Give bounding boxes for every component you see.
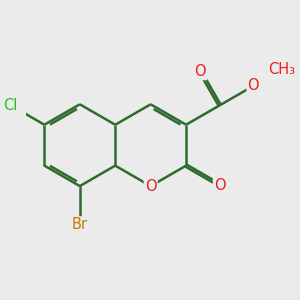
Text: Br: Br [72,218,88,232]
Text: CH₃: CH₃ [268,62,296,77]
Text: Cl: Cl [4,98,18,113]
Text: O: O [145,178,157,194]
Text: O: O [248,78,259,93]
Text: O: O [214,178,226,193]
Text: O: O [194,64,206,79]
